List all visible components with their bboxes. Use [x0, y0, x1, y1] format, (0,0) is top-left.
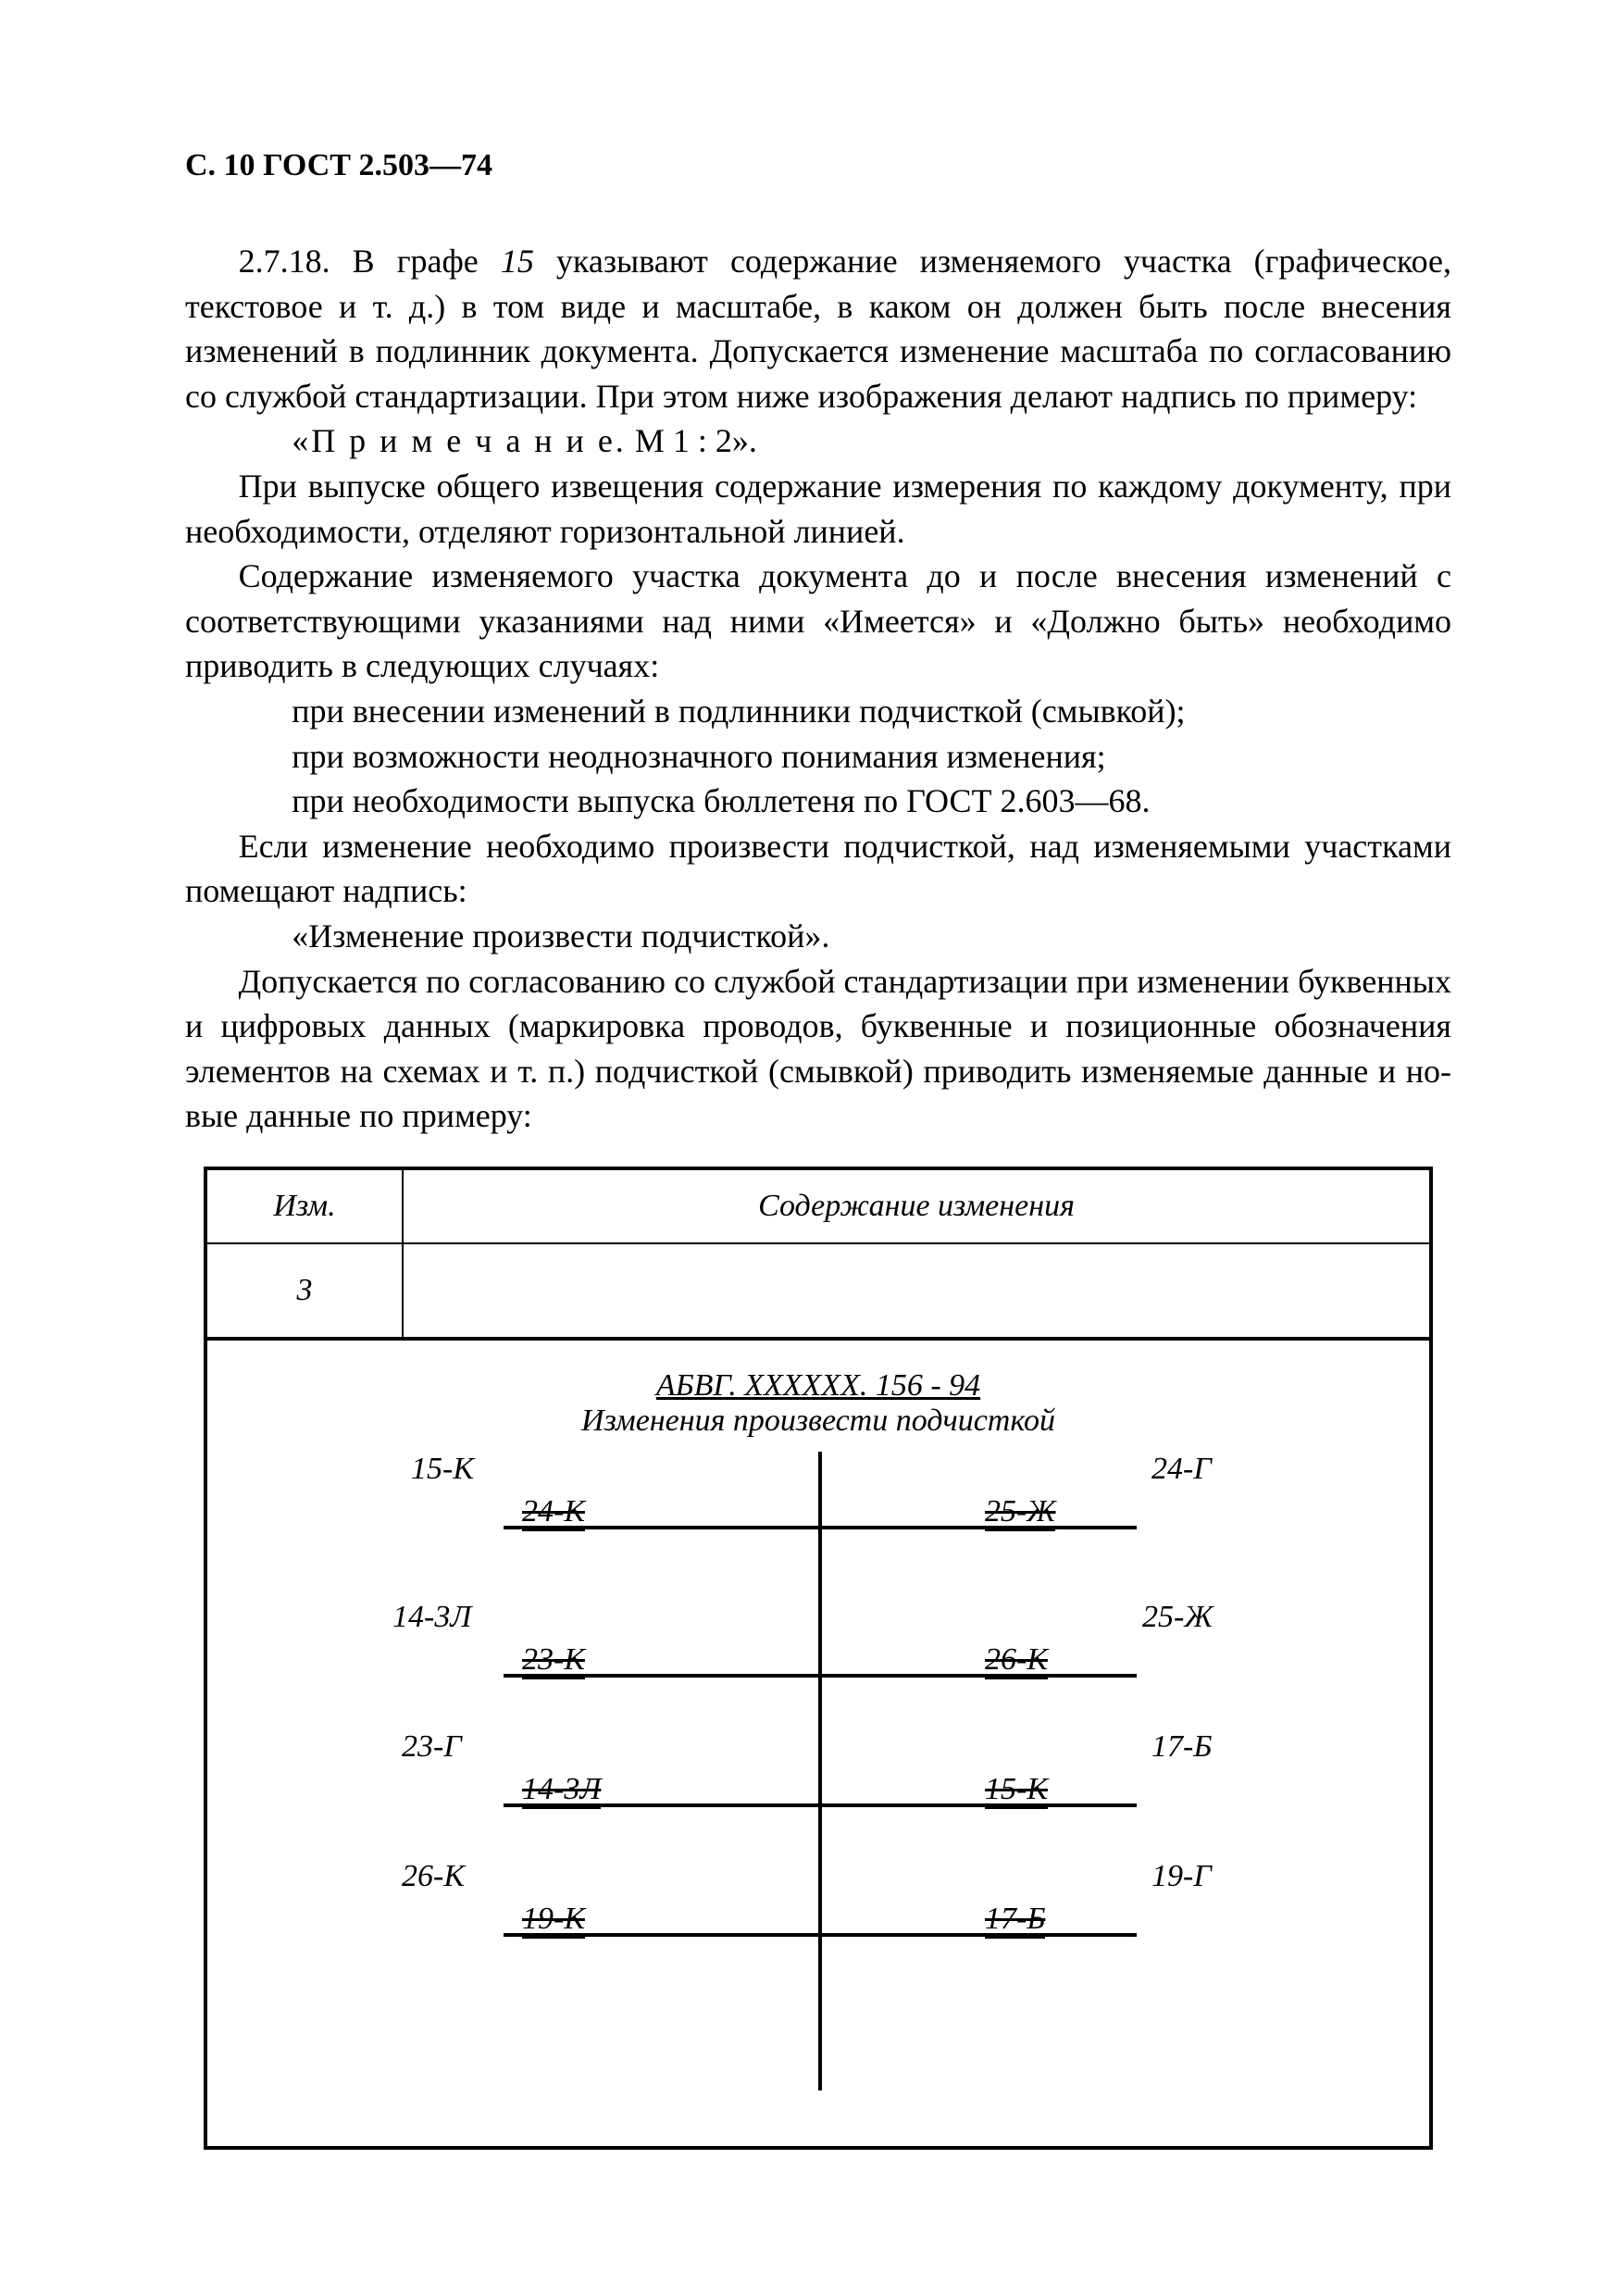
para-general-notice: При выпуске общего извещения содержание …: [185, 464, 1451, 554]
form-diagram-area: АБВГ. ХХХХХХ. 156 - 94 Изменения произве…: [207, 1341, 1429, 2150]
page: С. 10 ГОСТ 2.503—74 2.7.18. В графе 15 у…: [0, 0, 1618, 2296]
form-header-row: Изм. Содержание изменения: [207, 1167, 1429, 1244]
page-header: С. 10 ГОСТ 2.503—74: [185, 148, 1451, 183]
trunk-line: [818, 1452, 822, 2090]
row4-left-old: 19-К: [522, 1902, 585, 1939]
row1-left-old: 24-К: [522, 1494, 585, 1531]
row1-right-old: 25-Ж: [985, 1494, 1055, 1531]
row2-right-branch: [822, 1674, 1137, 1678]
row1-right-new: 24-Г: [1151, 1452, 1212, 1487]
row4-left-new: 26-К: [402, 1859, 465, 1894]
erasure-caption: Изменения произвести подчисткой: [581, 1404, 1055, 1438]
designation-block: АБВГ. ХХХХХХ. 156 - 94 Изменения произве…: [207, 1341, 1429, 1439]
body-text: 2.7.18. В графе 15 указывают содержание …: [185, 239, 1451, 1139]
col-header-izm: Изм.: [207, 1170, 404, 1242]
row4-right-branch: [822, 1933, 1137, 1937]
izm-number: 3: [207, 1244, 404, 1337]
row3-left-old: 14-3Л: [522, 1772, 601, 1809]
row2-left-old: 23-К: [522, 1642, 585, 1679]
row2-right-old: 26-К: [985, 1642, 1048, 1679]
row3-right-branch: [822, 1803, 1137, 1807]
row1-left-new: 15-К: [411, 1452, 474, 1487]
para-before-after: Содержание изменяемого участка документа…: [185, 554, 1451, 689]
list-item-1: при внесении изменений в подлинники подч…: [185, 689, 1451, 734]
para-erasure-quote: «Изменение произвести подчисткой».: [185, 914, 1451, 959]
row3-left-new: 23-Г: [402, 1729, 462, 1765]
para-allowed: Допускается по согласованию со службой с…: [185, 959, 1451, 1139]
para-27-18: 2.7.18. В графе 15 указывают содержание …: [185, 239, 1451, 418]
list-item-2: при возможности неоднозначного понимания…: [185, 734, 1451, 780]
row3-right-new: 17-Б: [1151, 1729, 1212, 1765]
para-erasure: Если изменение необходимо произвести под…: [185, 824, 1451, 914]
change-form-frame: Изм. Содержание изменения 3 АБВГ. ХХХХХХ…: [204, 1167, 1433, 2150]
standard-code: ГОСТ 2.503—74: [263, 148, 492, 182]
list-item-3: при необходимости выпуска бюллетеня по Г…: [185, 779, 1451, 824]
row2-left-new: 14-3Л: [392, 1600, 471, 1635]
row1-right-branch: [822, 1526, 1137, 1529]
row4-right-old: 17-Б: [985, 1902, 1045, 1939]
content-cell-empty: [404, 1244, 1429, 1337]
row2-right-new: 25-Ж: [1142, 1600, 1213, 1635]
marking-diagram: 15-К 24-К 24-Г 25-Ж 14-3Л 23-К 25-Ж 26-К…: [374, 1461, 1281, 2109]
row3-right-old: 15-К: [985, 1772, 1048, 1809]
col-header-content: Содержание изменения: [404, 1170, 1429, 1242]
page-number: С. 10: [185, 148, 255, 182]
form-value-row: 3: [207, 1244, 1429, 1341]
drawing-designation: АБВГ. ХХХХХХ. 156 - 94: [656, 1368, 980, 1403]
para-note-example: «П р и м е ч а н и е. М 1 : 2».: [185, 418, 1451, 464]
row4-right-new: 19-Г: [1151, 1859, 1212, 1894]
